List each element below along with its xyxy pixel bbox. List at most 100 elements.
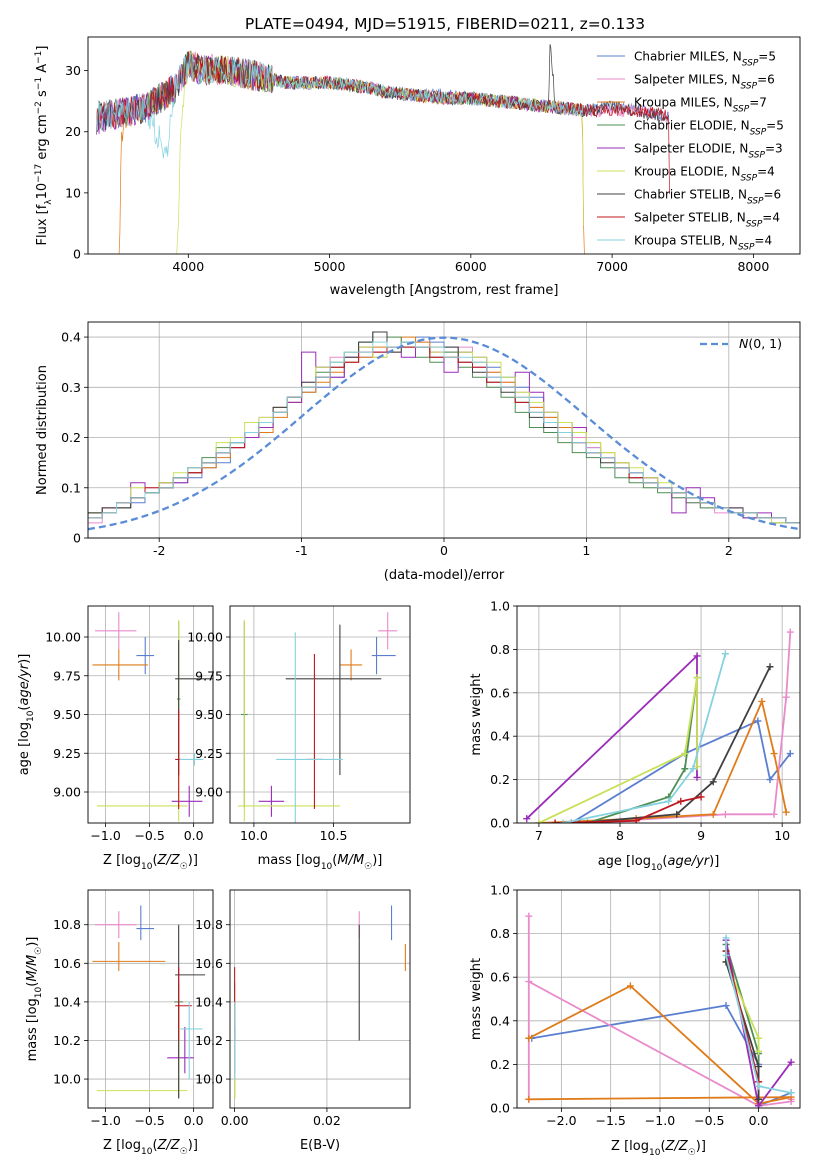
y-tick-label: 9.25: [53, 746, 81, 761]
label-part: =4: [757, 165, 775, 179]
weight-marker-kroupa_stelib: [787, 1089, 795, 1097]
weight_vs_Z-frame: [516, 889, 801, 1109]
weight-marker-kroupa_miles: [758, 697, 766, 705]
label-part: λ: [44, 199, 54, 205]
y-tick-label: 0.3: [61, 380, 81, 395]
label-part: )]: [696, 1139, 706, 1154]
weight-marker-salpeter_miles: [770, 810, 778, 818]
weight-marker-kroupa_miles: [709, 810, 717, 818]
y-tick-label: 10.00: [45, 630, 81, 645]
y-tick-label: 1.0: [490, 599, 510, 614]
label-part: (0, 1): [748, 336, 782, 351]
y-tick-label: 0.4: [490, 1013, 510, 1028]
label-part: )]: [709, 854, 719, 869]
label-part: Normed distribution: [35, 365, 50, 495]
x-tick-label: 0.0: [749, 1113, 769, 1128]
y-tick-label: 0.2: [61, 430, 81, 445]
legend-label-kroupa_miles: Kroupa MILES, NSSP=7: [634, 96, 767, 115]
label-part: )]: [25, 937, 40, 947]
legend-label-kroupa_elodie: Kroupa ELODIE, NSSP=4: [634, 165, 775, 184]
label-part: =7: [749, 96, 767, 110]
y-tick-label: 0.0: [490, 816, 510, 831]
label-part: −1: [34, 77, 44, 90]
y-tick-label: 0.6: [490, 685, 510, 700]
y-tick-label: 10.8: [53, 917, 81, 932]
label-part: Z [log: [611, 1139, 649, 1154]
weight-marker-kroupa_stelib: [755, 1082, 763, 1090]
legend-label-chabrier_elodie: Chabrier ELODIE, NSSP=5: [634, 119, 784, 138]
weight_vs_Z-lines: [525, 912, 795, 1108]
label-part: M/M: [25, 955, 40, 982]
spectrum-series-kroupa_stelib: [96, 52, 585, 159]
x-tick-label: 7: [535, 828, 543, 843]
legend-label-chabrier_stelib: Chabrier STELIB, NSSP=6: [634, 188, 781, 207]
y-tick-label: 10.2: [195, 1033, 223, 1048]
weight-marker-chabrier_stelib: [755, 1063, 763, 1071]
y-tick-label: 0.2: [490, 772, 510, 787]
label-part: Z [log: [103, 1138, 141, 1153]
x-tick-label: 0.00: [221, 1113, 249, 1128]
y-tick-label: 9.75: [195, 668, 223, 683]
weight-marker-kroupa_stelib: [559, 819, 567, 823]
weight-marker-kroupa_miles: [782, 808, 790, 816]
label-part: Salpeter MILES, N: [634, 73, 741, 87]
y-tick-label: 10.4: [195, 994, 223, 1009]
label-part: Salpeter STELIB, N: [634, 211, 746, 225]
age_vs_Z-axes: −1.0 −0.5 0.0 9.00 9.25 9.50 9.75 10.00: [45, 606, 213, 843]
figure-title: PLATE=0494, MJD=51915, FIBERID=0211, z=0…: [245, 15, 645, 33]
weight-marker-kroupa_elodie: [681, 750, 689, 758]
weight-marker-kroupa_stelib: [689, 765, 697, 773]
x-tick-label: 0.02: [313, 1113, 341, 1128]
weight-line-kroupa_stelib: [563, 653, 727, 823]
label-part: SSP: [733, 105, 750, 115]
label-part: Z/Z: [665, 1139, 689, 1154]
label-part: )]: [17, 654, 32, 664]
spectrum-series-salpeter_stelib: [96, 50, 670, 194]
weight-line-kroupa_stelib: [725, 938, 792, 1094]
weight-marker-chabrier_stelib: [575, 819, 583, 823]
label-part: SSP: [738, 243, 755, 253]
residual-hist-chabrier_elodie: [88, 331, 800, 538]
label-part: −1: [34, 51, 44, 64]
x-tick-label: −0.5: [694, 1113, 724, 1128]
y-tick-label: 9.25: [195, 746, 223, 761]
weight-marker-chabrier_miles: [766, 776, 774, 784]
normal-curve: [88, 336, 800, 531]
mass_vs_Z-points: [92, 905, 206, 1099]
y-tick-label: 10.8: [195, 917, 223, 932]
x-tick-label: −2.0: [546, 1113, 576, 1128]
y-tick-label: 0.0: [490, 1101, 510, 1116]
label-part: (: [152, 1138, 157, 1153]
y-tick-label: 0.8: [490, 926, 510, 941]
x-tick-label: 0: [440, 543, 448, 558]
weight-marker-kroupa_elodie: [755, 1047, 763, 1055]
x-axis-label: (data-model)/error: [384, 568, 505, 583]
y-tick-label: 10.6: [53, 956, 81, 971]
label-part: (: [152, 853, 157, 868]
label-part: M/M: [337, 853, 364, 868]
weight-marker-salpeter_stelib: [677, 797, 685, 805]
weight_vs_age-lines: [523, 628, 794, 823]
y-tick-label: 0.2: [490, 1057, 510, 1072]
weight-marker-salpeter_stelib: [632, 817, 640, 823]
x-tick-label: −1.5: [595, 1113, 625, 1128]
x-tick-label: 9: [697, 828, 705, 843]
label-part: Flux [f: [35, 204, 50, 245]
label-part: 10: [141, 1147, 153, 1157]
label-part: ]: [35, 46, 50, 51]
label-part: ☉: [34, 947, 44, 955]
label-part: age [log: [17, 722, 32, 775]
label-part: =3: [765, 142, 783, 156]
label-part: age/yr: [667, 854, 710, 869]
weight-marker-salpeter_miles: [721, 810, 729, 818]
spectrum-axes: 4000 5000 6000 7000 8000 0 10 20 30: [65, 63, 769, 274]
age_vs_mass-axes: 10.0 10.5 9.00 9.25 9.50 9.75 10.00: [187, 606, 410, 843]
y-axis-label: age [log10(age/yr)]: [17, 654, 36, 776]
y-tick-label: 9.50: [53, 707, 81, 722]
label-part: =5: [766, 119, 784, 133]
weight-marker-kroupa_stelib: [721, 650, 729, 658]
y-tick-label: 0.4: [490, 729, 510, 744]
weight_vs_age-frame: [516, 605, 801, 824]
label-part: A: [35, 64, 50, 77]
